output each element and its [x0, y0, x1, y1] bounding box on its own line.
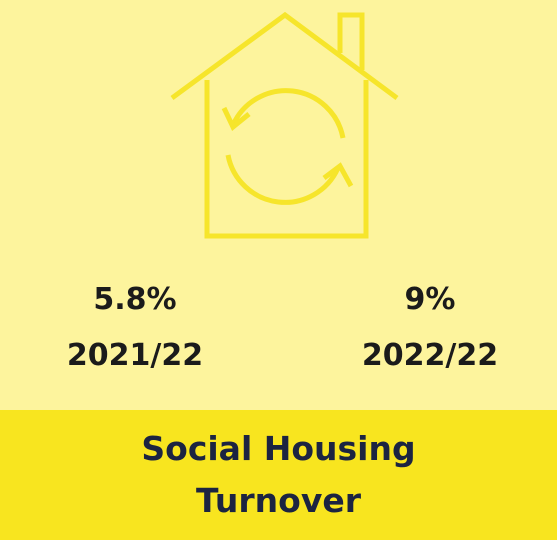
arrow-head — [221, 106, 251, 131]
stat-value: 9% — [404, 282, 456, 317]
cycle-arrow — [230, 88, 346, 139]
stat-value: 5.8% — [93, 282, 177, 317]
stat-period: 2021/22 — [66, 338, 204, 373]
title: Social Housing Turnover — [141, 429, 416, 520]
arrow-head — [322, 162, 354, 188]
stat-period: 2022/22 — [361, 338, 499, 373]
house-icon — [170, 11, 399, 239]
stat: 9% 2022/22 — [310, 272, 550, 384]
title-band: Social Housing Turnover — [0, 410, 557, 540]
roof — [170, 11, 399, 101]
stat: 5.8% 2021/22 — [15, 272, 255, 384]
walls — [204, 80, 369, 239]
chimney — [337, 12, 365, 70]
cycle-arrow — [225, 154, 341, 205]
